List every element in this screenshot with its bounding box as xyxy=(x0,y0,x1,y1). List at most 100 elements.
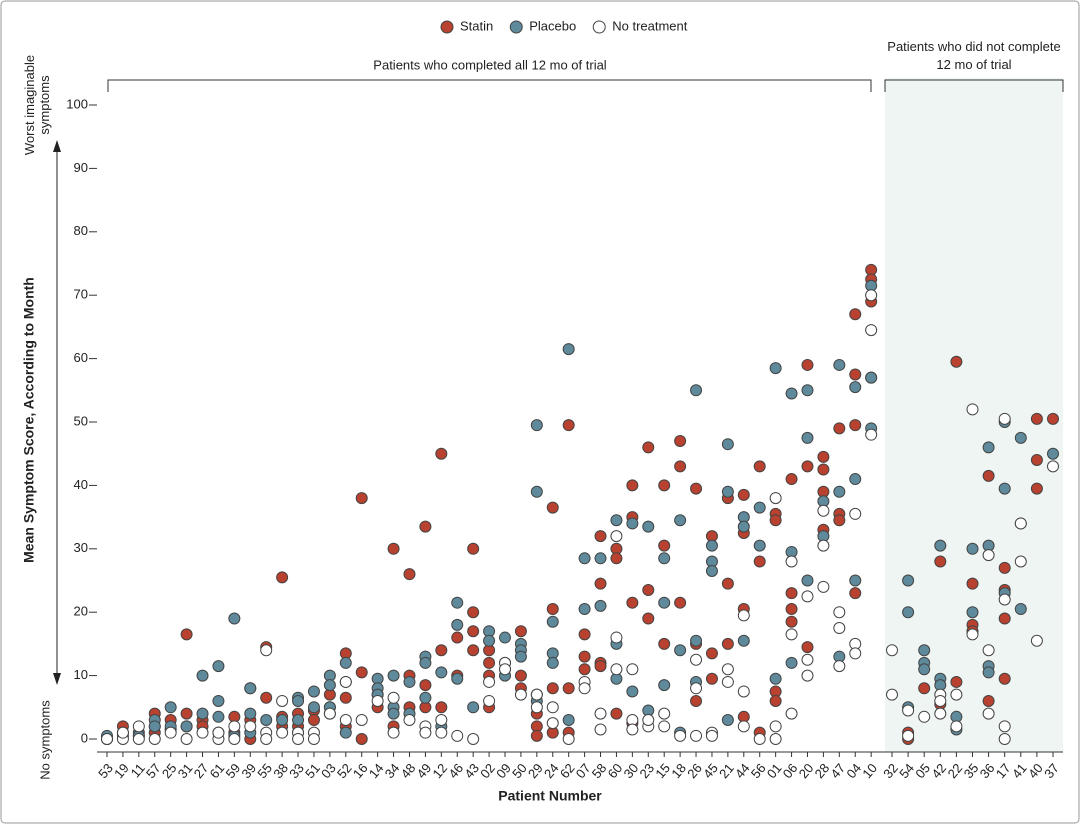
dot xyxy=(276,571,289,584)
dot xyxy=(785,603,798,616)
dot xyxy=(982,469,995,482)
dot xyxy=(950,675,963,688)
dot xyxy=(849,419,862,432)
dot xyxy=(307,733,320,745)
dot xyxy=(578,552,591,565)
dot xyxy=(260,691,273,704)
dot xyxy=(546,615,559,628)
dot xyxy=(196,726,209,739)
dot xyxy=(276,726,289,739)
dot xyxy=(212,710,225,723)
y-tick-label: 80 xyxy=(74,223,88,238)
dot xyxy=(934,707,947,720)
y-tick-label: 40 xyxy=(74,477,88,492)
dot xyxy=(276,713,289,726)
dot xyxy=(435,701,448,714)
dot xyxy=(435,666,448,679)
dot xyxy=(658,552,671,565)
dot xyxy=(467,733,480,745)
dot xyxy=(387,726,400,739)
dot xyxy=(769,672,782,685)
dot xyxy=(833,358,846,371)
dot xyxy=(998,612,1011,625)
dot xyxy=(950,355,963,368)
dot xyxy=(180,628,193,641)
dot xyxy=(339,713,352,726)
dot xyxy=(753,501,766,514)
dot xyxy=(546,682,559,695)
dot xyxy=(514,669,527,682)
dot xyxy=(769,720,782,733)
dot xyxy=(966,542,979,555)
dot xyxy=(610,514,623,527)
dot xyxy=(276,694,289,707)
dot xyxy=(966,606,979,619)
dot xyxy=(642,520,655,533)
dot xyxy=(833,422,846,435)
y-tick-label: 30 xyxy=(74,540,88,555)
dot xyxy=(998,720,1011,733)
dot xyxy=(514,688,527,701)
y-bottom-note: No symptoms xyxy=(37,700,52,780)
dot xyxy=(934,555,947,568)
dot xyxy=(865,324,878,337)
dot xyxy=(626,663,639,676)
dot xyxy=(721,713,734,726)
legend-swatch xyxy=(440,20,454,34)
dot xyxy=(737,720,750,733)
dot xyxy=(833,606,846,619)
dot xyxy=(690,634,703,647)
dot xyxy=(530,688,543,701)
dot xyxy=(228,733,241,745)
dot xyxy=(658,596,671,609)
dot xyxy=(785,555,798,568)
dot xyxy=(626,685,639,698)
dot xyxy=(578,628,591,641)
dot xyxy=(785,628,798,641)
dot xyxy=(849,587,862,600)
dot xyxy=(546,717,559,730)
dot xyxy=(419,726,432,739)
dot xyxy=(705,564,718,577)
dot xyxy=(594,530,607,543)
dot xyxy=(801,669,814,682)
dot xyxy=(966,628,979,641)
dot xyxy=(594,599,607,612)
dot xyxy=(387,707,400,720)
y-tick-label: 70 xyxy=(74,287,88,302)
dot xyxy=(180,720,193,733)
dot xyxy=(467,644,480,657)
dot xyxy=(849,368,862,381)
dot xyxy=(753,539,766,552)
dot xyxy=(934,539,947,552)
dot xyxy=(982,549,995,562)
dot xyxy=(769,514,782,527)
dot xyxy=(801,431,814,444)
y-tick-label: 90 xyxy=(74,160,88,175)
dot xyxy=(610,552,623,565)
dot xyxy=(902,574,915,587)
dot xyxy=(228,720,241,733)
dot xyxy=(435,644,448,657)
dot xyxy=(690,694,703,707)
dot xyxy=(483,675,496,688)
dot xyxy=(902,729,915,742)
dot xyxy=(260,644,273,657)
dot xyxy=(658,637,671,650)
dot xyxy=(116,726,129,739)
dot xyxy=(1030,412,1043,425)
dot xyxy=(419,656,432,669)
dot xyxy=(674,460,687,473)
y-tick-label: 0 xyxy=(81,730,88,745)
dot xyxy=(918,710,931,723)
x-tick-label: 37 xyxy=(1041,760,1062,781)
dot xyxy=(950,688,963,701)
dot xyxy=(610,707,623,720)
dot xyxy=(212,726,225,739)
dot xyxy=(1030,454,1043,467)
dot xyxy=(998,593,1011,606)
dot xyxy=(530,419,543,432)
dot xyxy=(769,733,782,745)
dot xyxy=(817,504,830,517)
